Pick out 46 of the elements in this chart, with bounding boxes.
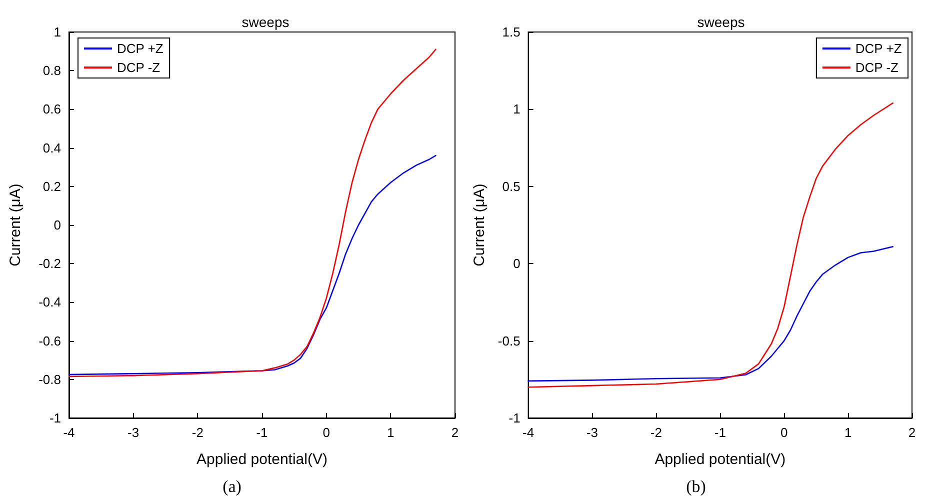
y-tick-label: 1.5: [502, 24, 520, 40]
y-tick-label: -0.2: [38, 256, 61, 272]
text: (a): [222, 477, 242, 496]
line-series: [528, 246, 894, 382]
y-tick-label: -0.8: [38, 372, 61, 387]
x-tick-label: 2: [451, 425, 459, 440]
x-tick-label: -4: [63, 425, 75, 440]
x-tick-label: -1: [256, 425, 268, 440]
x-tick-label: -1: [714, 425, 726, 440]
y-tick-label: -1: [49, 410, 61, 426]
y-tick-label: 0: [513, 256, 520, 272]
y-tick-label: 1: [54, 24, 61, 40]
y-tick-label: 0.4: [42, 140, 61, 156]
y-tick-label: 0.6: [42, 102, 61, 117]
y-tick-label: 0: [54, 218, 61, 232]
y-tick-label: -0.6: [38, 333, 61, 348]
y-tick-label: 0.5: [502, 178, 520, 194]
y-axis-title: Current (μA): [7, 184, 24, 266]
x-tick-label: 1: [387, 425, 394, 440]
x-tick-label: -4: [522, 425, 534, 440]
x-tick-label: -2: [192, 425, 204, 440]
chart-title: sweeps: [697, 14, 745, 30]
x-axis-title: Applied potential(V): [654, 451, 786, 468]
legend-label: DCP +Z: [117, 41, 164, 56]
chart-title: sweeps: [242, 14, 290, 30]
y-axis-title: Current (μA): [471, 184, 488, 266]
x-tick-label: 2: [908, 425, 916, 440]
x-axis-title: Applied potential(V): [196, 451, 328, 468]
y-tick-label: -0.5: [498, 333, 520, 348]
x-tick-label: -2: [650, 425, 662, 440]
x-tick-label: 0: [322, 425, 330, 440]
y-tick-label: 1: [513, 102, 520, 117]
x-tick-label: 1: [844, 425, 852, 440]
legend-label: DCP -Z: [855, 60, 899, 75]
legend-label: DCP -Z: [117, 60, 160, 75]
text: (b): [686, 477, 706, 496]
y-tick-label: 0.8: [42, 63, 61, 78]
legend-label: DCP +Z: [855, 41, 902, 56]
y-tick-label: 0.2: [42, 178, 61, 194]
line-series: [528, 102, 894, 388]
x-tick-label: -3: [128, 425, 140, 440]
x-tick-label: 0: [780, 425, 788, 440]
line-series: [68, 154, 436, 376]
y-tick-label: -1: [508, 410, 520, 426]
x-tick-label: -3: [586, 425, 598, 440]
y-tick-label: -0.4: [38, 294, 61, 310]
